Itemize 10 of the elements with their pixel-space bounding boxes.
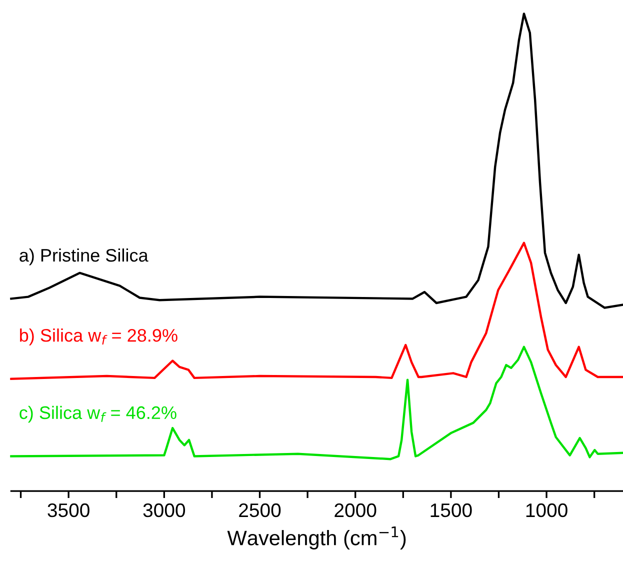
x-tick-label: 1500 (430, 503, 472, 518)
series-label: b) Silica w$_{f}$ = 28.9% (20, 328, 178, 346)
x-tick-label: 2500 (239, 503, 281, 518)
series-label: a) Pristine Silica (20, 248, 148, 266)
x-axis-title: Wavelength (cm$^{−1}$) (227, 526, 406, 550)
x-tick-label: 1000 (526, 503, 568, 518)
series-label: c) Silica w$_{f}$ = 46.2% (20, 406, 176, 423)
x-tick-label: 3000 (143, 503, 186, 518)
x-tick-label: 2000 (334, 503, 376, 518)
x-tick-label: 3500 (48, 503, 90, 518)
